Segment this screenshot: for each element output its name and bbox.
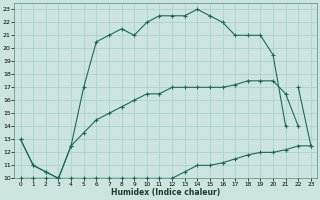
X-axis label: Humidex (Indice chaleur): Humidex (Indice chaleur) xyxy=(111,188,220,197)
